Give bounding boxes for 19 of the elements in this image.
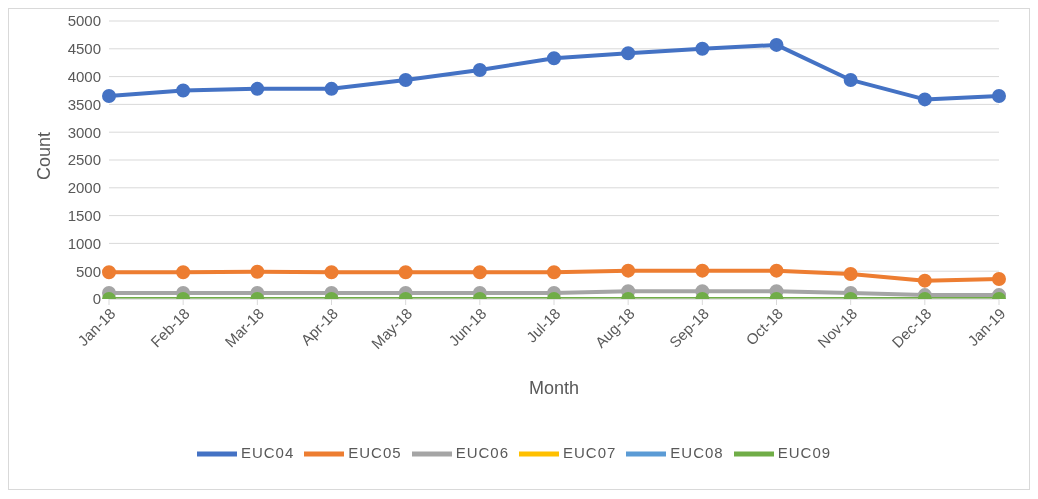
legend-label: EUC08 (670, 443, 724, 461)
y-tick-label: 500 (75, 262, 101, 280)
y-tick-label: 2500 (67, 151, 101, 169)
legend-label: EUC09 (777, 443, 832, 461)
y-axis-title: Count (34, 131, 55, 180)
y-tick-label: 3000 (67, 123, 101, 141)
legend-label: EUC05 (348, 443, 402, 461)
x-axis-title: Month (528, 378, 580, 398)
y-tick-label: 1500 (67, 206, 101, 224)
y-tick-label: 1000 (67, 234, 101, 252)
y-tick-label: 4000 (67, 67, 101, 85)
y-tick-label: 2000 (67, 179, 101, 197)
y-tick-label: 4500 (67, 40, 101, 58)
legend-label: EUC07 (563, 443, 617, 461)
y-tick-label: 5000 (67, 12, 101, 30)
y-tick-label: 0 (92, 290, 101, 308)
y-tick-label: 3500 (67, 95, 101, 113)
legend-label: EUC04 (240, 443, 295, 461)
legend-label: EUC06 (455, 443, 509, 461)
